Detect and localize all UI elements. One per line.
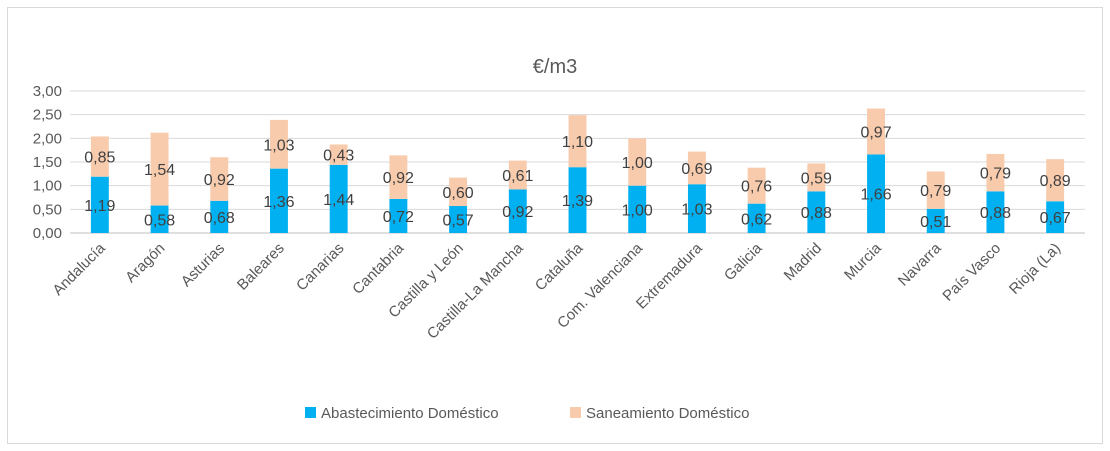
data-label-abastecimiento: 1,66 [860, 187, 891, 204]
bar-saneamiento [150, 132, 169, 206]
data-label-abastecimiento: 1,36 [263, 194, 294, 211]
chart-area-border [7, 7, 1103, 444]
data-label-saneamiento: 0,69 [681, 161, 712, 178]
bar-saneamiento [807, 163, 826, 192]
bar-abastecimiento [867, 154, 885, 233]
bar-abastecimiento [926, 208, 945, 233]
bars [90, 108, 1065, 233]
legend-swatch [305, 407, 316, 418]
data-label-saneamiento: 0,60 [443, 185, 474, 202]
y-tick-label: 0,00 [33, 225, 62, 242]
data-label-abastecimiento: 0,67 [1040, 210, 1071, 227]
data-label-abastecimiento: 0,88 [801, 205, 832, 222]
data-label-abastecimiento: 0,92 [502, 204, 533, 221]
bar-saneamiento [986, 153, 1005, 192]
bar-saneamiento [926, 171, 945, 209]
data-label-saneamiento: 1,03 [263, 137, 294, 154]
legend-label: Abastecimiento Doméstico [321, 405, 499, 422]
bar-saneamiento [1046, 159, 1065, 202]
bar-abastecimiento [628, 185, 647, 233]
data-label-abastecimiento: 0,57 [443, 213, 474, 230]
chart-title: €/m3 [533, 56, 577, 78]
bar-saneamiento [867, 108, 885, 155]
data-label-saneamiento: 0,76 [741, 179, 772, 196]
y-tick-label: 2,50 [33, 107, 62, 124]
bar-abastecimiento [270, 168, 288, 233]
bar-abastecimiento [568, 167, 587, 233]
bar-abastecimiento [150, 205, 169, 233]
bar-abastecimiento [508, 189, 527, 233]
data-label-abastecimiento: 0,88 [980, 205, 1011, 222]
data-label-saneamiento: 0,43 [323, 148, 354, 165]
bar-saneamiento [508, 160, 527, 190]
data-label-saneamiento: 0,97 [860, 124, 891, 141]
bar-abastecimiento [329, 164, 348, 233]
data-label-saneamiento: 0,89 [1040, 173, 1071, 190]
bar-abastecimiento [389, 198, 408, 233]
bar-saneamiento [90, 136, 109, 177]
data-label-abastecimiento: 1,03 [681, 202, 712, 219]
data-label-abastecimiento: 0,62 [741, 211, 772, 228]
y-tick-label: 3,00 [33, 83, 62, 100]
data-label-abastecimiento: 1,00 [622, 202, 653, 219]
data-label-abastecimiento: 0,68 [204, 210, 235, 227]
legend: Abastecimiento Doméstico Saneamiento Domé… [305, 405, 749, 422]
data-label-abastecimiento: 1,44 [323, 192, 354, 209]
data-label-saneamiento: 1,00 [622, 155, 653, 172]
legend-label: Saneamiento Doméstico [586, 405, 749, 422]
y-tick-label: 1,00 [33, 178, 62, 195]
bar-abastecimiento [210, 200, 229, 233]
data-labels: 1,19 0,85 0,58 1,54 0,68 0,92 1,36 1,03 1,44 0,43… [84, 124, 1071, 230]
data-label-saneamiento: 0,92 [204, 172, 235, 189]
data-label-abastecimiento: 1,19 [84, 198, 115, 215]
bar-saneamiento [449, 177, 468, 207]
bar-abastecimiento [807, 191, 826, 233]
bar-saneamiento [568, 115, 587, 168]
bar-abastecimiento [747, 203, 766, 233]
bar-abastecimiento [90, 176, 109, 233]
data-label-saneamiento: 0,92 [383, 170, 414, 187]
bar-saneamiento [747, 167, 766, 204]
data-label-saneamiento: 0,59 [801, 170, 832, 187]
y-axis-tick-labels: 0,00 0,50 1,00 1,50 2,00 2,50 3,00 [33, 83, 62, 242]
y-tick-label: 2,00 [33, 130, 62, 147]
bar-abastecimiento [449, 206, 468, 233]
bar-abastecimiento [687, 184, 706, 233]
bar-saneamiento [210, 157, 229, 201]
bar-abastecimiento [986, 191, 1005, 233]
data-label-saneamiento: 0,61 [502, 168, 533, 185]
data-label-saneamiento: 1,10 [562, 134, 593, 151]
bar-saneamiento [628, 138, 647, 186]
data-label-saneamiento: 1,54 [144, 162, 175, 179]
bar-saneamiento [270, 119, 288, 169]
y-tick-label: 0,50 [33, 201, 62, 218]
data-label-abastecimiento: 0,58 [144, 212, 175, 229]
bar-saneamiento [329, 144, 348, 165]
bar-saneamiento [687, 151, 706, 185]
bar-abastecimiento [1046, 201, 1065, 233]
y-tick-label: 1,50 [33, 154, 62, 171]
data-label-saneamiento: 0,79 [980, 166, 1011, 183]
data-label-abastecimiento: 0,72 [383, 209, 414, 226]
data-label-saneamiento: 0,85 [84, 150, 115, 167]
data-label-abastecimiento: 1,39 [562, 193, 593, 210]
legend-swatch [570, 407, 581, 418]
data-label-abastecimiento: 0,51 [920, 214, 951, 231]
data-label-saneamiento: 0,79 [920, 183, 951, 200]
bar-saneamiento [389, 155, 408, 199]
